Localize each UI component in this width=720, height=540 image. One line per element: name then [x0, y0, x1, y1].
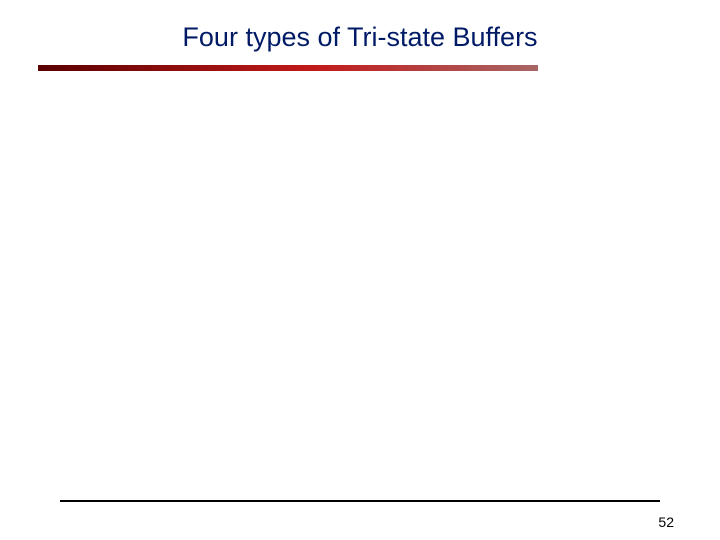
slide-title: Four types of Tri-state Buffers	[0, 22, 720, 53]
title-underline-rule	[38, 65, 538, 71]
page-number: 52	[658, 514, 674, 530]
footer-rule	[60, 500, 660, 502]
slide: Four types of Tri-state Buffers 52	[0, 0, 720, 540]
